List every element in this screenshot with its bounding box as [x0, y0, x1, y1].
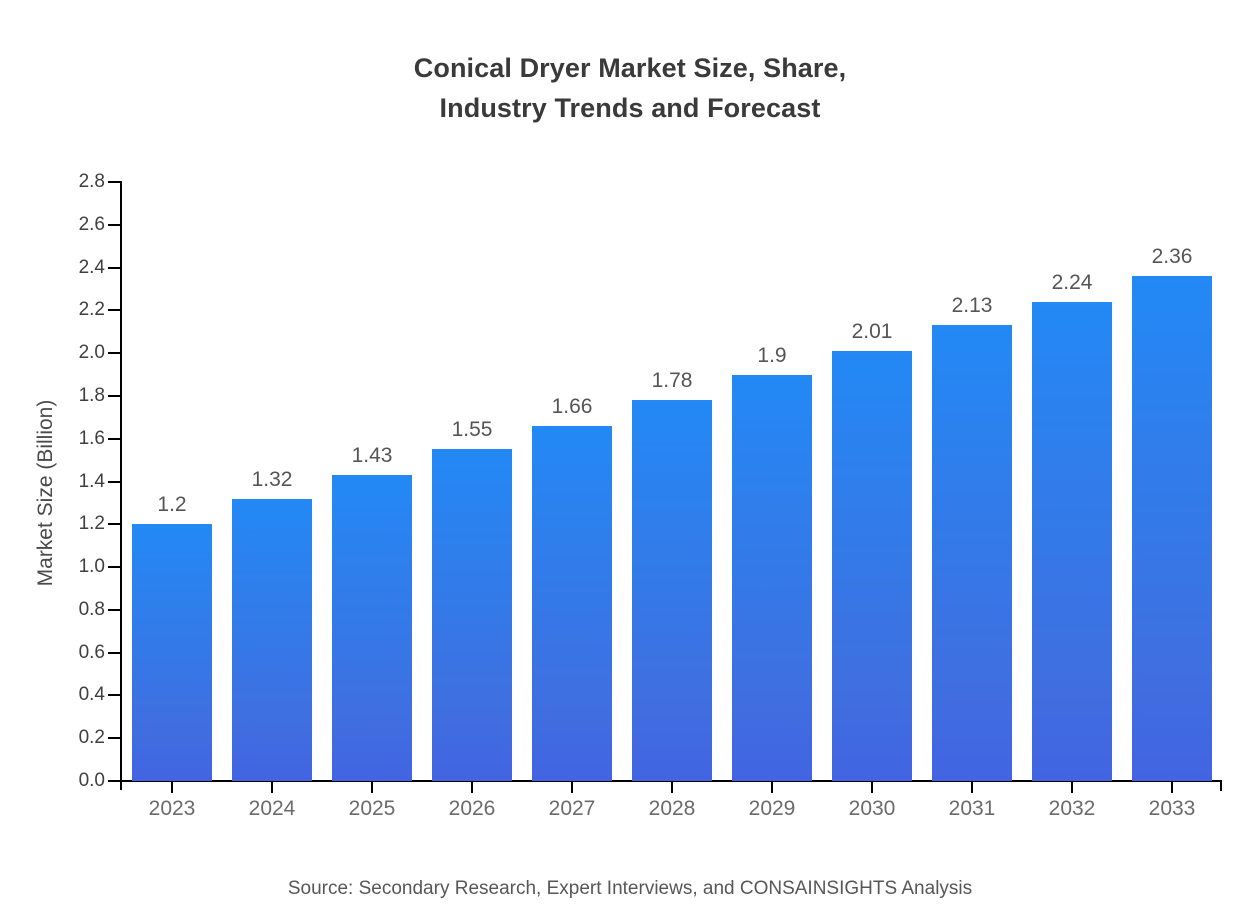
y-axis-tick — [108, 309, 120, 312]
bar[interactable] — [332, 475, 412, 781]
x-axis-tick-label: 2033 — [1148, 797, 1196, 820]
y-axis-tick — [108, 523, 120, 526]
bar[interactable] — [632, 400, 712, 781]
bar-value-label: 2.24 — [1051, 270, 1093, 294]
y-axis-tick-label: 0.0 — [78, 770, 105, 791]
y-axis-tick — [108, 480, 120, 483]
x-axis-tick-label: 2028 — [648, 797, 696, 820]
y-axis-tick-label: 1.2 — [78, 513, 105, 535]
y-axis-tick-label: 1.8 — [78, 384, 105, 406]
y-axis-tick — [108, 437, 120, 440]
y-axis-tick — [108, 223, 120, 226]
y-axis-tick-label: 1.0 — [78, 556, 105, 578]
bar[interactable] — [132, 524, 212, 781]
y-axis-tick — [108, 694, 120, 697]
x-axis-tick — [571, 782, 573, 793]
y-axis-tick-label: 2.2 — [78, 299, 105, 321]
x-axis-tick-label: 2025 — [348, 797, 396, 820]
bar-value-label: 1.66 — [551, 394, 593, 418]
x-axis-tick-label: 2029 — [748, 797, 796, 820]
y-axis-tick — [108, 266, 120, 269]
bar[interactable] — [932, 325, 1012, 781]
y-axis-title: Market Size (Billion) — [34, 399, 57, 587]
x-axis-end-cap — [1220, 780, 1222, 791]
x-axis-tick-label: 2031 — [948, 797, 996, 820]
y-axis-tick-label: 1.4 — [78, 470, 105, 492]
x-axis-tick — [1071, 782, 1073, 793]
bar-value-label: 1.9 — [757, 343, 787, 367]
bar-value-label: 1.32 — [251, 467, 293, 491]
y-axis-tick-label: 2.8 — [78, 171, 105, 192]
bar[interactable] — [1032, 301, 1112, 781]
bar-value-label: 1.55 — [451, 418, 493, 442]
bar[interactable] — [1132, 276, 1212, 781]
y-axis-tick — [108, 181, 120, 183]
bar[interactable] — [232, 498, 312, 781]
y-axis-tick — [108, 737, 120, 740]
bar-value-label: 1.2 — [157, 493, 187, 517]
y-axis-tick-label: 0.2 — [78, 727, 105, 749]
x-axis-tick — [271, 782, 273, 793]
bar-value-label: 2.01 — [851, 320, 893, 343]
bar[interactable] — [532, 425, 612, 781]
y-axis-tick — [108, 352, 120, 355]
bar[interactable] — [432, 449, 512, 781]
x-axis-tick — [771, 782, 773, 793]
x-axis-tick-label: 2027 — [548, 797, 596, 820]
y-axis-tick-label: 1.6 — [78, 427, 105, 449]
x-axis-tick — [1171, 782, 1173, 793]
y-axis-tick — [108, 566, 120, 569]
x-axis-tick-label: 2032 — [1048, 797, 1096, 820]
y-axis-spine — [120, 181, 122, 790]
x-axis-tick — [671, 782, 673, 793]
x-axis-spine — [110, 780, 1222, 782]
y-axis-tick-label: 2.6 — [78, 213, 105, 235]
bar[interactable] — [832, 351, 912, 781]
y-axis-tick — [108, 608, 120, 611]
y-axis-tick-label: 2.4 — [78, 256, 105, 278]
bar-value-label: 1.78 — [651, 369, 693, 393]
bar-value-label: 2.36 — [1151, 245, 1193, 269]
y-axis-tick — [108, 394, 120, 397]
page-title: Conical Dryer Market Size, Share, Indust… — [413, 53, 847, 123]
bar[interactable] — [732, 374, 812, 781]
y-axis-tick-label: 0.6 — [78, 641, 105, 663]
x-axis-tick — [171, 782, 173, 793]
x-axis-tick — [871, 782, 873, 793]
x-axis-tick — [971, 782, 973, 793]
x-axis-tick-label: 2026 — [448, 797, 496, 820]
bar-value-label: 1.43 — [351, 444, 393, 468]
source-note: Source: Secondary Research, Expert Inter… — [287, 878, 973, 899]
x-axis-tick — [371, 782, 373, 793]
bar-value-label: 2.13 — [951, 294, 993, 318]
y-axis-tick-label: 2.0 — [78, 342, 105, 364]
x-axis-tick-label: 2023 — [148, 797, 196, 820]
y-axis-tick-label: 0.8 — [78, 598, 105, 620]
x-axis-tick-label: 2030 — [848, 797, 896, 820]
x-axis-tick-label: 2024 — [248, 797, 296, 820]
y-axis-tick-label: 0.4 — [78, 684, 105, 706]
x-axis-tick — [471, 782, 473, 793]
y-axis-tick — [108, 651, 120, 654]
